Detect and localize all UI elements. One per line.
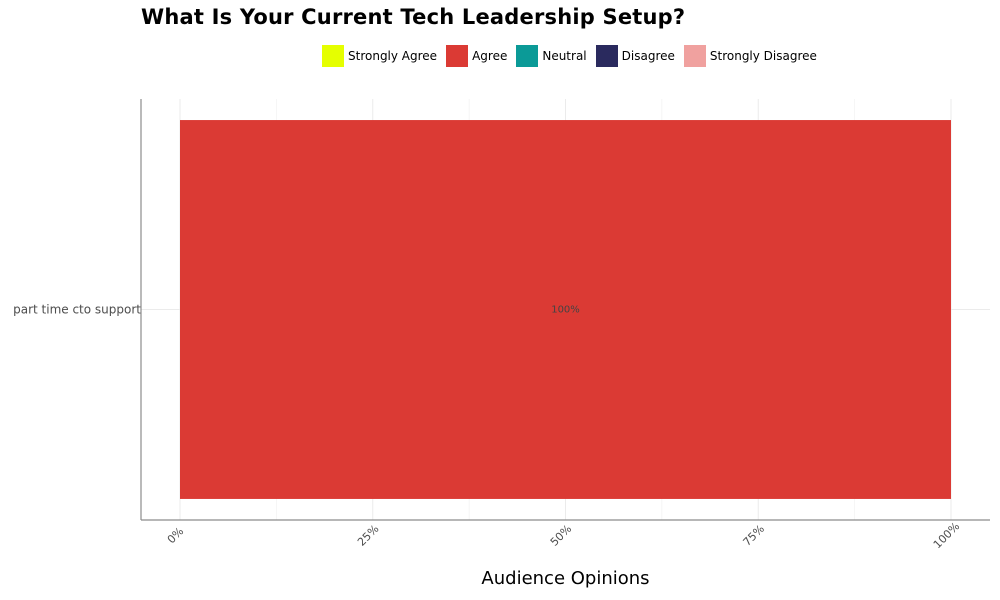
legend-item: Strongly Disagree — [683, 45, 817, 67]
chart-title: What Is Your Current Tech Leadership Set… — [141, 5, 686, 29]
legend-label: Strongly Agree — [348, 49, 438, 63]
x-axis-title: Audience Opinions — [481, 568, 650, 589]
legend-swatch — [683, 45, 706, 67]
legend-item: Agree — [446, 45, 507, 67]
data-label: 100% — [551, 305, 580, 316]
legend-swatch — [595, 45, 618, 67]
x-tick-label: 100% — [931, 520, 962, 551]
x-tick-label: 50% — [548, 522, 574, 548]
legend-item: Neutral — [516, 45, 587, 67]
x-tick-label: 75% — [741, 522, 767, 548]
legend-label: Strongly Disagree — [709, 49, 817, 63]
legend-swatch — [322, 45, 344, 67]
y-tick-label: part time cto support — [13, 303, 141, 317]
legend-swatch — [446, 45, 469, 67]
legend-label: Agree — [472, 49, 508, 63]
legend-item: Disagree — [595, 45, 675, 67]
legend-label: Neutral — [542, 49, 587, 63]
legend-swatch — [516, 45, 539, 67]
x-tick-label: 0% — [165, 525, 187, 547]
bar-agree — [180, 120, 951, 499]
x-tick-label: 25% — [355, 522, 381, 548]
legend: Strongly Agree Agree Neutral Disagree Strong… — [322, 45, 826, 67]
legend-label: Disagree — [621, 49, 675, 63]
legend-item: Strongly Agree — [322, 45, 437, 67]
